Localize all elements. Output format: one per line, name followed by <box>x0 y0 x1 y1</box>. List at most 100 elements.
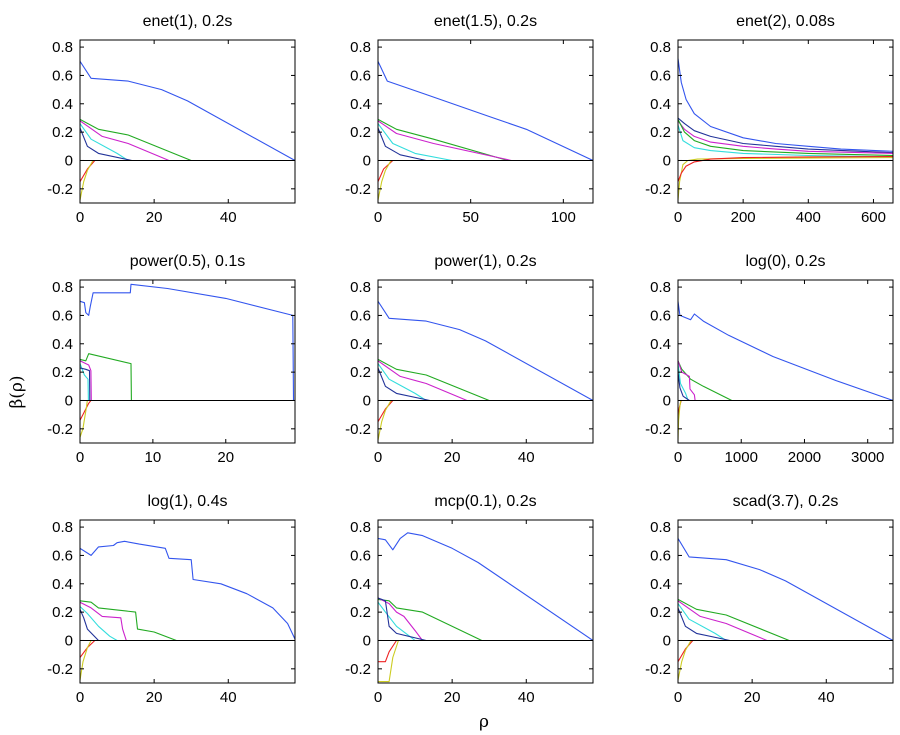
subplot-title: log(0), 0.2s <box>745 253 825 270</box>
y-tick-label: 0.8 <box>52 519 73 536</box>
y-tick-label: 0 <box>663 632 671 649</box>
subplot-9: scad(3.7), 0.2s0 20 40-0.200.20.40.60.8 <box>645 493 894 706</box>
y-tick-label: 0 <box>363 392 371 409</box>
y-tick-label: 0 <box>663 152 671 169</box>
series-line-green <box>678 360 733 401</box>
x-tick-label: 0 <box>76 689 84 706</box>
series-line-green <box>378 118 508 162</box>
series-line-navy <box>80 609 99 641</box>
y-tick-label: 0.8 <box>350 279 371 296</box>
y-tick-label: 0 <box>65 392 73 409</box>
series-line-cyan <box>378 123 453 162</box>
series-group <box>80 540 295 681</box>
series-line-green <box>378 358 490 402</box>
y-tick-label: 0.6 <box>350 547 371 564</box>
series-line-blue <box>678 58 893 152</box>
x-tick-label: 20 <box>744 689 761 706</box>
subplot-4: power(0.5), 0.1s0 10 20-0.200.20.40.60.8 <box>47 253 296 466</box>
x-tick-label: 20 <box>444 689 461 706</box>
series-line-yellow <box>80 640 92 681</box>
y-tick-label: 0.2 <box>350 124 371 141</box>
axes-frame <box>79 519 296 684</box>
y-axis-label: β(ρ) <box>7 375 27 408</box>
series-group <box>678 58 893 201</box>
subplot-5: power(1), 0.2s0 20 40-0.200.20.40.60.8 <box>345 253 594 466</box>
y-tick-label: 0 <box>65 152 73 169</box>
series-line-navy <box>80 367 91 401</box>
series-line-magenta <box>678 360 696 401</box>
series-line-navy <box>378 367 431 402</box>
y-tick-label: 0.2 <box>650 364 671 381</box>
series-line-blue <box>378 532 593 641</box>
y-tick-label: -0.2 <box>345 421 371 438</box>
x-tick-label: 2000 <box>788 449 821 466</box>
x-tick-label: 3000 <box>851 449 884 466</box>
y-tick-label: 0.6 <box>52 307 73 324</box>
x-tick-label: 0 <box>76 449 84 466</box>
series-line-red <box>678 640 694 662</box>
y-tick-label: 0.6 <box>350 67 371 84</box>
y-tick-label: 0 <box>363 152 371 169</box>
series-line-navy <box>678 607 731 642</box>
x-tick-label: 40 <box>518 689 535 706</box>
series-line-green <box>80 353 132 401</box>
series-line-magenta <box>80 120 170 162</box>
series-group <box>678 301 893 441</box>
series-line-cyan <box>678 603 727 641</box>
series-line-yellow <box>678 157 893 201</box>
y-tick-label: 0.2 <box>52 364 73 381</box>
series-line-red <box>378 640 397 663</box>
series-line-magenta <box>378 360 468 402</box>
y-tick-label: -0.2 <box>47 421 73 438</box>
x-tick-label: 40 <box>220 209 237 226</box>
series-line-magenta <box>378 120 512 162</box>
series-group <box>80 283 295 438</box>
series-group <box>80 60 295 201</box>
y-tick-label: 0.4 <box>650 576 671 593</box>
y-tick-label: -0.2 <box>645 181 671 198</box>
series-line-blue <box>678 538 893 641</box>
x-tick-label: 20 <box>217 449 234 466</box>
x-tick-label: 100 <box>551 209 576 226</box>
subplot-6: log(0), 0.2s0 1000 2000 3000-0.200.20.40.60… <box>645 253 894 466</box>
y-tick-label: -0.2 <box>645 661 671 678</box>
y-tick-label: 0.4 <box>350 96 371 113</box>
series-line-blue <box>378 61 593 161</box>
y-tick-label: 0.6 <box>650 547 671 564</box>
y-tick-label: 0.2 <box>52 604 73 621</box>
x-tick-label: 0 <box>374 449 382 466</box>
series-line-yellow <box>378 160 392 201</box>
series-line-navy <box>80 127 133 162</box>
axes-frame <box>677 39 894 204</box>
series-line-cyan <box>80 606 118 641</box>
series-line-navy <box>378 597 427 642</box>
y-tick-label: 0 <box>363 632 371 649</box>
y-tick-label: 0.4 <box>52 576 73 593</box>
axes-frame <box>79 279 296 444</box>
axes-frame <box>677 519 894 684</box>
series-line-blue <box>678 301 893 402</box>
y-tick-label: 0.6 <box>650 307 671 324</box>
axes-frame <box>79 39 296 204</box>
x-tick-label: 40 <box>818 689 835 706</box>
y-tick-label: 0.8 <box>52 39 73 56</box>
series-line-magenta <box>678 120 893 154</box>
y-tick-label: 0.2 <box>350 604 371 621</box>
y-tick-label: 0.8 <box>350 39 371 56</box>
subplot-1: enet(1), 0.2s0 20 40-0.200.20.40.60.8 <box>47 13 296 226</box>
y-tick-label: -0.2 <box>345 181 371 198</box>
y-tick-label: 0.8 <box>650 279 671 296</box>
axes-frame <box>677 279 894 444</box>
y-tick-label: 0.6 <box>52 67 73 84</box>
y-tick-label: 0.4 <box>52 96 73 113</box>
series-line-green <box>80 600 177 642</box>
subplot-title: enet(2), 0.08s <box>736 13 835 30</box>
series-line-magenta <box>80 360 92 401</box>
y-tick-label: 0.4 <box>350 336 371 353</box>
x-tick-label: 20 <box>146 209 163 226</box>
series-group <box>378 300 593 441</box>
subplot-title: scad(3.7), 0.2s <box>733 493 839 510</box>
series-line-cyan <box>80 123 129 161</box>
series-line-green <box>80 118 192 162</box>
